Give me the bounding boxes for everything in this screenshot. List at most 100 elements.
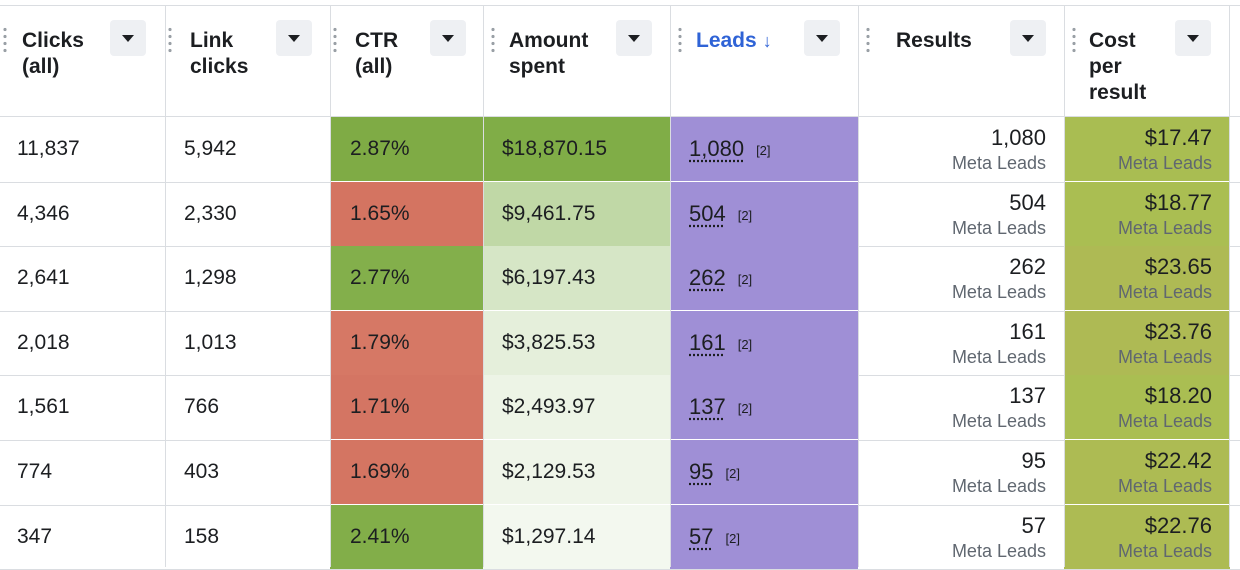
cell-results: 504 Meta Leads [858,182,1064,246]
column-label: Clicks [22,29,84,52]
column-header-ctr-all[interactable]: CTR (all) [330,6,483,116]
cost-type: Meta Leads [1118,282,1212,303]
column-drag-handle-icon[interactable] [866,26,870,54]
caret-down-icon [816,35,828,42]
column-dropdown-button[interactable] [1175,20,1211,56]
leads-link[interactable]: 137 [2] [689,394,752,420]
column-dropdown-button[interactable] [110,20,146,56]
column-dropdown-button[interactable] [1010,20,1046,56]
amount-spent-value: $1,297.14 [502,525,595,549]
ctr-value: 1.65% [350,202,410,226]
column-dropdown-button[interactable] [804,20,840,56]
cell-results: 262 Meta Leads [858,246,1064,310]
column-header-clicks-all[interactable]: Clicks (all) [0,6,165,116]
caret-down-icon [122,35,134,42]
cell-amount-spent: $2,129.53 [483,440,670,504]
cell-amount-spent: $2,493.97 [483,375,670,439]
column-divider [670,6,671,567]
cell-cost-per-result: $18.20 Meta Leads [1064,375,1230,439]
column-header-link-clicks[interactable]: Link clicks [165,6,330,116]
column-drag-handle-icon[interactable] [678,26,682,54]
leads-link[interactable]: 95 [2] [689,459,740,485]
column-dropdown-button[interactable] [430,20,466,56]
column-drag-handle-icon[interactable] [3,26,7,54]
cell-clicks: 347 [0,505,165,569]
column-label: CTR [355,29,398,52]
results-type: Meta Leads [952,476,1046,497]
column-drag-handle-icon[interactable] [1072,26,1076,54]
table-row[interactable]: 1,561 766 1.71% $2,493.97 137 [2] 137 Meta Lead… [0,375,1240,439]
caret-down-icon [442,35,454,42]
results-type: Meta Leads [952,411,1046,432]
leads-value[interactable]: 95 [689,459,713,484]
cell-ctr: 2.87% [330,117,483,181]
leads-value[interactable]: 1,080 [689,136,744,161]
column-drag-handle-icon[interactable] [491,26,495,54]
column-header-cost-per-result[interactable]: Cost per result [1064,6,1230,116]
leads-link[interactable]: 262 [2] [689,265,752,291]
results-value: 262 [1009,254,1046,280]
cell-ctr: 1.79% [330,311,483,375]
leads-link[interactable]: 504 [2] [689,201,752,227]
ctr-value: 1.71% [350,395,410,419]
leads-footnote-ref: [2] [738,401,752,416]
ctr-value: 2.41% [350,525,410,549]
table-row[interactable]: 2,641 1,298 2.77% $6,197.43 262 [2] 262 Meta Le… [0,246,1240,310]
leads-link[interactable]: 1,080 [2] [689,136,771,162]
leads-value[interactable]: 161 [689,330,726,355]
table-row[interactable]: 11,837 5,942 2.87% $18,870.15 1,080 [2] 1,080 M… [0,117,1240,181]
column-dropdown-button[interactable] [276,20,312,56]
column-label: Cost [1089,29,1136,52]
column-label: Results [896,29,972,52]
cell-leads: 504 [2] [670,182,858,246]
link-clicks-value: 1,298 [184,266,237,290]
leads-link[interactable]: 57 [2] [689,524,740,550]
cell-leads: 57 [2] [670,505,858,569]
cell-results: 57 Meta Leads [858,505,1064,569]
leads-value[interactable]: 137 [689,394,726,419]
leads-value[interactable]: 262 [689,265,726,290]
column-drag-handle-icon[interactable] [168,26,172,54]
column-dropdown-button[interactable] [616,20,652,56]
leads-value[interactable]: 57 [689,524,713,549]
leads-footnote-ref: [2] [738,208,752,223]
column-label: Link [190,29,233,52]
leads-link[interactable]: 161 [2] [689,330,752,356]
amount-spent-value: $2,129.53 [502,460,595,484]
column-label-line3: result [1089,81,1146,104]
cell-leads: 1,080 [2] [670,117,858,181]
sort-descending-icon: ↓ [763,31,772,51]
results-value: 137 [1009,383,1046,409]
table-row[interactable]: 2,018 1,013 1.79% $3,825.53 161 [2] 161 Meta Le… [0,311,1240,375]
table-row[interactable]: 4,346 2,330 1.65% $9,461.75 504 [2] 504 Meta Le… [0,182,1240,246]
cell-leads: 262 [2] [670,246,858,310]
caret-down-icon [1022,35,1034,42]
link-clicks-value: 766 [184,395,219,419]
column-header-results[interactable]: Results [858,6,1064,116]
cost-value: $23.76 [1145,319,1212,345]
table-row[interactable]: 774 403 1.69% $2,129.53 95 [2] 95 Meta Leads $22… [0,440,1240,504]
results-type: Meta Leads [952,347,1046,368]
cell-link-clicks: 1,013 [165,311,330,375]
clicks-value: 2,641 [17,266,70,290]
cost-type: Meta Leads [1118,347,1212,368]
cell-leads: 161 [2] [670,311,858,375]
cell-amount-spent: $1,297.14 [483,505,670,569]
cost-value: $17.47 [1145,125,1212,151]
results-value: 95 [1022,448,1046,474]
leads-value[interactable]: 504 [689,201,726,226]
cell-link-clicks: 158 [165,505,330,569]
column-divider [165,6,166,567]
leads-footnote-ref: [2] [738,272,752,287]
column-drag-handle-icon[interactable] [333,26,337,54]
cell-ctr: 2.41% [330,505,483,569]
link-clicks-value: 1,013 [184,331,237,355]
caret-down-icon [628,35,640,42]
table-row[interactable]: 347 158 2.41% $1,297.14 57 [2] 57 Meta Leads $22… [0,505,1240,569]
column-header-leads[interactable]: Leads ↓ [670,6,858,116]
ctr-value: 2.87% [350,137,410,161]
column-divider [1229,6,1230,567]
column-header-amount-spent[interactable]: Amount spent [483,6,670,116]
cell-amount-spent: $6,197.43 [483,246,670,310]
